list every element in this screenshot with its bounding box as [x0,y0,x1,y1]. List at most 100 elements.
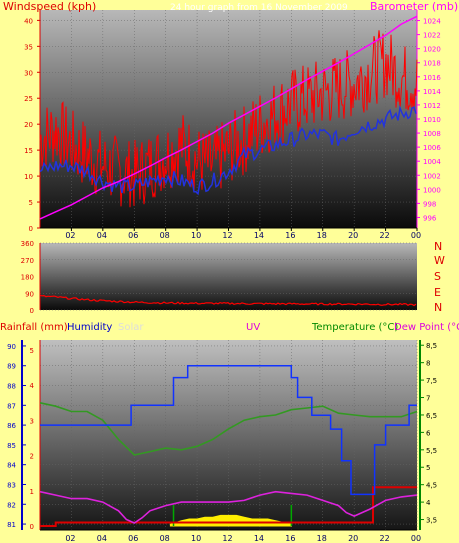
y2-tick-label: 1020 [423,46,441,54]
temperature-tick-label: 6 [426,429,431,437]
chart-title: 24 hour graph from 16 November 2009 [170,3,348,13]
y-tick-label: 10 [24,173,33,181]
y2-tick-label: 1010 [423,116,441,124]
x-tick-label: 14 [254,231,264,240]
temperature-tick-label: 5 [426,464,430,472]
humidity-tick-label: 86 [7,422,16,430]
humidity-tick-label: 90 [7,343,16,351]
temperature-tick-label: 4 [426,499,431,507]
rain-tick-label: 2 [30,453,34,461]
dir-label-w: W [434,254,445,267]
x-tick-label: 12 [222,534,232,543]
y2-tick-label: 1008 [423,130,441,138]
rain-tick-label: 3 [30,417,34,425]
humidity-tick-label: 89 [7,363,16,371]
x-tick-label: 00 [411,231,421,240]
x-tick-label: 08 [160,534,170,543]
x-tick-label: 22 [379,231,389,240]
x-tick-label: 10 [191,534,201,543]
x-tick-label: 10 [191,231,201,240]
y-tick-label: 30 [24,69,33,77]
rain-tick-label: 4 [30,382,35,390]
dir-label-n-bottom: N [434,301,442,314]
y-tick-label: 360 [21,240,34,248]
temperature-tick-label: 5,5 [426,447,437,455]
dir-label-n-top: N [434,240,442,253]
legend-temperature: Temperature (°C) [311,322,398,333]
y-tick-label: 180 [21,274,34,282]
y-tick-label: 5 [29,199,33,207]
y-tick-label: 90 [25,290,34,298]
humidity-series-line [40,364,417,496]
legend-uv: UV [246,322,260,333]
x-tick-label: 06 [128,534,138,543]
y-tick-label: 0 [30,307,34,315]
humidity-tick-label: 82 [7,501,16,509]
x-tick-label: 04 [97,231,107,240]
barometer-axis-title: Barometer (mb) [370,0,458,13]
x-tick-label: 04 [97,534,107,543]
x-tick-label: 02 [65,231,75,240]
x-tick-label: 18 [317,231,327,240]
x-tick-label: 16 [285,231,295,240]
x-tick-label: 20 [348,534,358,543]
x-tick-label: 22 [379,534,389,543]
x-tick-label: 12 [222,231,232,240]
y2-tick-label: 1002 [423,172,441,180]
y-tick-label: 270 [21,257,34,265]
x-tick-label: 16 [285,534,295,543]
temperature-tick-label: 6,5 [426,412,437,420]
x-tick-label: 18 [317,534,327,543]
rain-tick-label: 0 [30,523,34,531]
x-tick-label: 00 [411,534,421,543]
legend-dewpoint: Dew Point (°C) [394,322,459,333]
chart-marks: 0510152025303540996998100010021004100610… [7,10,441,543]
y2-tick-label: 1018 [423,60,441,68]
y-tick-label: 25 [24,95,33,103]
wind-axis-title: Windspeed (kph) [3,0,96,13]
dir-label-e: E [434,286,441,299]
legend-rainfall: Rainfall (mm) [0,322,68,333]
windspeed-series-line [39,30,418,208]
y2-tick-label: 1024 [423,18,441,26]
y2-tick-label: 1000 [423,186,441,194]
temperature-tick-label: 3,5 [426,517,437,525]
x-tick-label: 02 [65,534,75,543]
humidity-tick-label: 83 [7,481,16,489]
y2-tick-label: 1006 [423,144,441,152]
rain-tick-label: 5 [30,347,34,355]
y2-tick-label: 1012 [423,102,441,110]
humidity-tick-label: 87 [7,402,16,410]
x-tick-label: 06 [128,231,138,240]
humidity-tick-label: 88 [7,383,16,391]
y-tick-label: 0 [29,225,33,233]
rainfall-series-line [40,486,417,527]
dir-label-s: S [434,270,441,283]
direction-plot-area [40,243,417,310]
temperature-tick-label: 8,5 [426,342,437,350]
y2-tick-label: 1014 [423,88,441,96]
wind-direction-series-line [39,294,417,307]
legend-humidity: Humidity [67,322,112,333]
y-tick-label: 20 [24,121,33,129]
dewpoint-series-line [39,490,418,524]
x-tick-label: 08 [160,231,170,240]
y2-tick-label: 996 [423,214,437,222]
barometer-series-line [39,15,418,220]
temperature-tick-label: 7,5 [426,377,437,385]
y-tick-label: 35 [24,43,33,51]
temperature-tick-label: 8 [426,360,430,368]
x-tick-label: 20 [348,231,358,240]
temperature-tick-label: 4,5 [426,482,437,490]
average-wind-series-line [39,105,417,196]
y2-tick-label: 1004 [423,158,441,166]
humidity-tick-label: 84 [7,462,16,470]
humidity-tick-label: 85 [7,442,16,450]
y2-tick-label: 1016 [423,74,441,82]
wind-plot-area [40,10,417,228]
y-tick-label: 40 [24,17,33,25]
y2-tick-label: 1022 [423,32,441,40]
temp-plot-area [40,340,417,530]
